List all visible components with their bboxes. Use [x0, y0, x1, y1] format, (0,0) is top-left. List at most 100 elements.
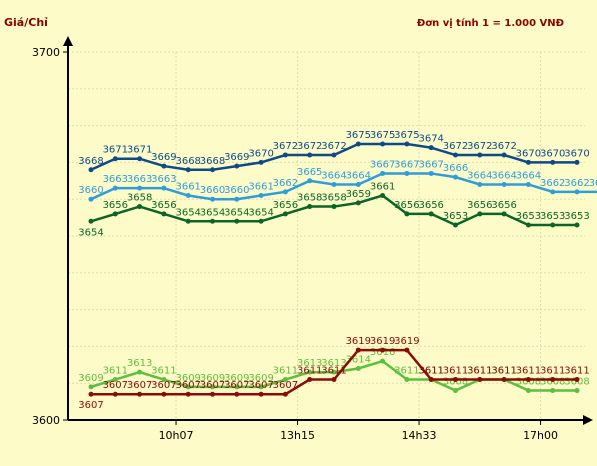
data-point	[282, 391, 288, 397]
data-point	[88, 384, 94, 390]
data-point	[550, 159, 556, 165]
unit-note: Đơn vị tính 1 = 1.000 VNĐ	[417, 17, 564, 29]
data-label: 3670	[564, 148, 589, 159]
data-point	[161, 211, 167, 217]
data-point	[428, 377, 434, 383]
data-label: 3658	[297, 193, 322, 204]
data-label: 3675	[370, 130, 395, 141]
data-point	[525, 181, 531, 187]
data-point	[210, 218, 215, 224]
data-point	[525, 159, 531, 165]
data-label: 3656	[491, 200, 516, 211]
data-point	[477, 211, 483, 217]
data-label: 3607	[200, 380, 225, 391]
data-point	[355, 141, 361, 147]
data-point	[501, 211, 507, 217]
series-2: 3660366336633663366136603660366136623665…	[78, 159, 597, 202]
data-label: 3619	[346, 336, 371, 347]
data-label: 3607	[103, 380, 128, 391]
data-label: 3611	[443, 366, 468, 377]
data-label: 3611	[418, 366, 443, 377]
data-point	[501, 152, 507, 158]
data-point	[574, 189, 580, 195]
data-label: 3611	[151, 366, 176, 377]
data-label: 3607	[273, 380, 298, 391]
data-point	[185, 384, 191, 390]
data-point	[477, 377, 483, 383]
data-label: 3616	[370, 347, 395, 358]
data-point	[355, 200, 361, 206]
data-point	[307, 178, 313, 184]
data-point	[331, 377, 337, 383]
grid-lines	[68, 51, 585, 421]
data-point	[331, 369, 337, 375]
data-label: 3653	[540, 211, 565, 222]
data-label: 3662	[589, 178, 597, 189]
data-point	[282, 211, 288, 217]
data-label: 3659	[346, 189, 371, 200]
x-ticks: 10h07 13h15 14h33 17h00	[159, 420, 558, 442]
data-point	[550, 377, 556, 383]
data-point	[137, 156, 143, 162]
data-point	[453, 152, 458, 158]
data-label: 3613	[127, 358, 152, 369]
data-point	[525, 388, 531, 394]
data-label: 3661	[370, 182, 395, 193]
data-label: 3671	[103, 145, 128, 156]
data-label: 3660	[200, 185, 225, 196]
data-label: 3667	[418, 159, 443, 170]
series-line	[90, 172, 597, 201]
data-point	[525, 377, 531, 383]
data-point	[234, 391, 240, 397]
data-label: 3672	[467, 141, 492, 152]
data-point	[234, 196, 240, 202]
data-label: 3609	[224, 373, 249, 384]
data-point	[574, 377, 580, 383]
data-point	[355, 365, 361, 371]
series-1: 3668367136713669366836683669367036723672…	[78, 130, 590, 173]
data-point	[428, 170, 434, 176]
data-label: 3668	[200, 156, 225, 167]
data-label: 3611	[321, 366, 346, 377]
data-point	[161, 391, 167, 397]
data-label: 3607	[175, 380, 200, 391]
data-label: 3664	[491, 170, 516, 181]
data-label: 3609	[248, 373, 273, 384]
data-point	[258, 159, 264, 165]
x-tick-label: 17h00	[523, 429, 558, 442]
data-point	[210, 384, 215, 390]
data-point	[161, 377, 167, 383]
data-label: 3653	[443, 211, 468, 222]
data-label: 3607	[224, 380, 249, 391]
data-point	[380, 141, 386, 147]
data-label: 3668	[78, 156, 103, 167]
data-point	[185, 167, 191, 173]
data-label: 3656	[273, 200, 298, 211]
data-label: 3658	[127, 193, 152, 204]
data-point	[137, 369, 143, 375]
data-label: 3609	[78, 373, 103, 384]
data-label: 3613	[321, 358, 346, 369]
y-tick-label: 3700	[32, 46, 60, 59]
data-label: 3654	[248, 207, 273, 218]
y-axis-title: Giá/Chỉ	[4, 16, 48, 29]
data-label: 3611	[564, 366, 589, 377]
data-point	[331, 181, 337, 187]
data-point	[112, 211, 118, 217]
data-label: 3611	[394, 366, 419, 377]
data-label: 3611	[540, 366, 565, 377]
data-point	[428, 211, 434, 217]
data-point	[88, 196, 94, 202]
data-point	[380, 358, 386, 364]
data-point	[185, 391, 191, 397]
data-label: 3611	[491, 366, 516, 377]
data-point	[501, 181, 507, 187]
data-label: 3611	[467, 366, 492, 377]
data-label: 3654	[224, 207, 249, 218]
data-point	[428, 145, 434, 151]
data-point	[380, 347, 386, 353]
axes	[63, 36, 593, 425]
data-point	[137, 204, 143, 210]
data-label: 3607	[78, 400, 103, 411]
